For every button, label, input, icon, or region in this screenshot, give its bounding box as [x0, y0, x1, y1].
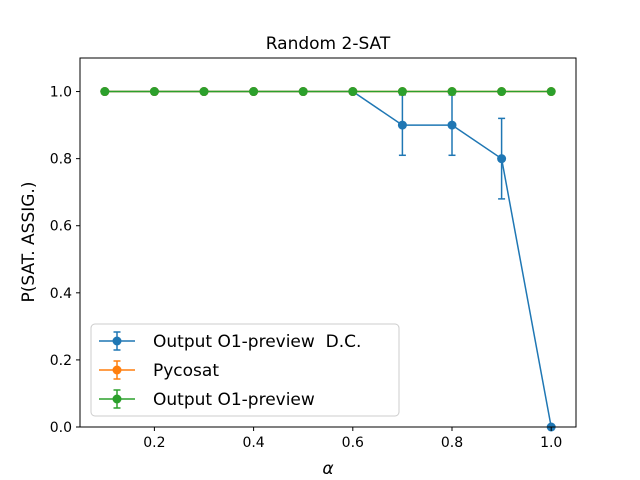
data-point	[298, 87, 308, 97]
data-point	[497, 87, 507, 97]
data-point	[397, 87, 407, 97]
y-tick-label: 0.0	[50, 420, 72, 436]
data-point	[348, 87, 358, 97]
y-tick-label: 0.6	[50, 219, 72, 235]
x-axis-ticks: 0.2 0.4 0.6 0.8 1.0	[143, 427, 562, 451]
y-tick-label: 0.2	[50, 353, 72, 369]
legend-box	[90, 323, 400, 417]
data-point	[100, 87, 110, 97]
legend-entry: Output O1-preview	[99, 389, 315, 410]
y-tick-label: 0.4	[50, 286, 72, 302]
y-tick-label: 1.0	[50, 85, 72, 101]
legend-label: Output O1-preview	[153, 390, 315, 410]
legend-entry: Pycosat	[99, 360, 219, 381]
legend-marker	[112, 336, 122, 346]
y-tick-label: 0.8	[50, 152, 72, 168]
data-point	[149, 87, 159, 97]
data-point	[546, 87, 556, 97]
y-axis-label: P(SAT. ASSIG.)	[19, 182, 39, 303]
data-point	[447, 87, 457, 97]
data-point	[447, 120, 457, 130]
legend-label: Pycosat	[153, 361, 219, 381]
x-tick-label: 1.0	[540, 435, 562, 451]
x-axis-label: α	[322, 459, 333, 479]
chart-title: Random 2-SAT	[266, 34, 391, 54]
data-point	[249, 87, 259, 97]
series-lines	[100, 87, 556, 432]
x-tick-label: 0.2	[143, 435, 165, 451]
legend-entry: Output O1-preview D.C.	[99, 331, 361, 352]
data-point	[497, 154, 507, 164]
x-tick-label: 0.4	[242, 435, 264, 451]
x-tick-label: 0.8	[441, 435, 463, 451]
axes-border	[79, 57, 577, 428]
legend: Output O1-preview D.C. Pycosat Output O1-p…	[90, 323, 400, 417]
legend-marker	[112, 365, 122, 375]
legend-label: Output O1-preview D.C.	[153, 332, 361, 352]
data-point	[199, 87, 209, 97]
axes-frame	[79, 57, 577, 428]
y-axis-ticks: 0.0 0.2 0.4 0.6 0.8 1.0	[50, 85, 80, 436]
data-point	[397, 120, 407, 130]
legend-marker	[112, 394, 122, 404]
x-tick-label: 0.6	[342, 435, 364, 451]
series-3	[100, 87, 556, 97]
